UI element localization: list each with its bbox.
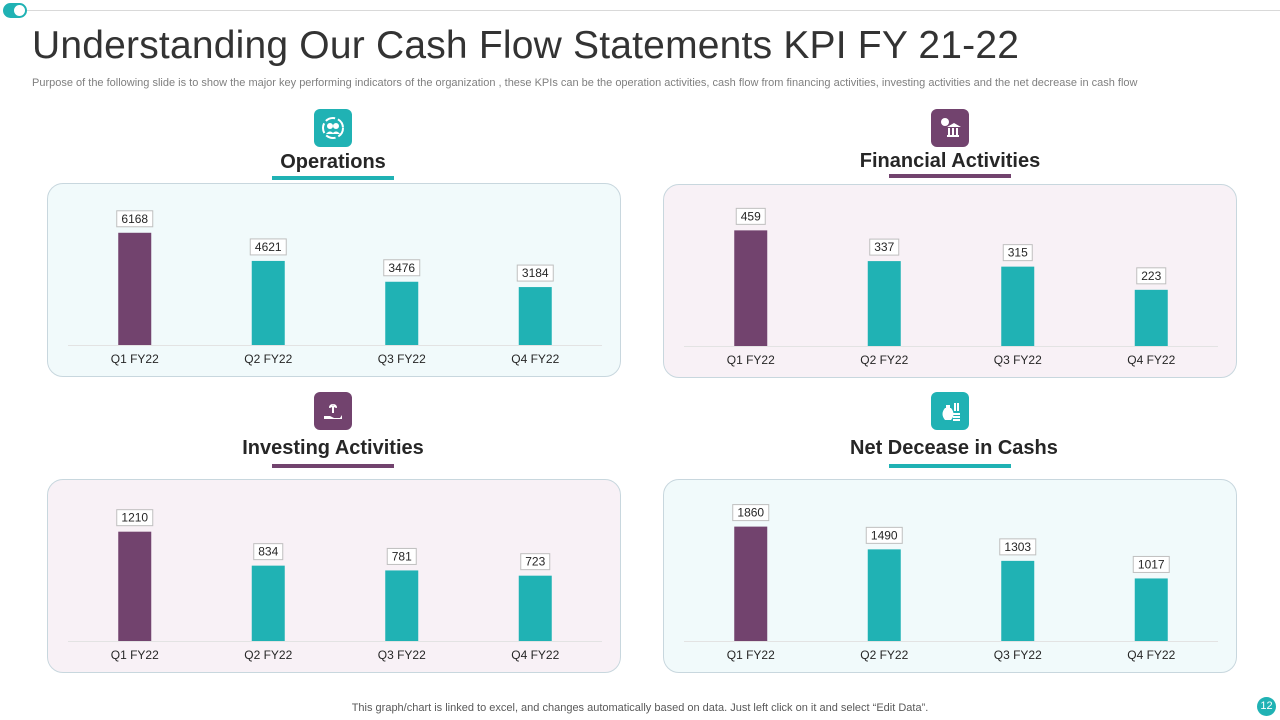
bar-q4-fy22: [1134, 289, 1168, 346]
category-label: Q4 FY22: [511, 648, 559, 662]
data-label: 223: [1141, 269, 1161, 283]
investing-activities-title: Investing Activities: [242, 437, 424, 459]
data-label-box: [869, 238, 900, 256]
data-label-box: [383, 259, 421, 277]
category-label: Q1 FY22: [727, 648, 775, 662]
data-label: 834: [258, 545, 278, 559]
data-label-box: [116, 210, 154, 228]
category-label: Q4 FY22: [1127, 353, 1175, 367]
category-label: Q1 FY22: [111, 352, 159, 366]
investing-activities-title-rule: [272, 464, 394, 468]
data-label-box: [386, 547, 417, 565]
data-label-box: [735, 207, 766, 225]
data-label: 1860: [737, 506, 764, 520]
category-label: Q2 FY22: [860, 648, 908, 662]
financial-activities-chart-panel: 459 Q1 FY22 337 Q2 FY22 315 Q3 FY22 223 Q4 FY22: [663, 184, 1237, 378]
data-label: 3476: [388, 261, 415, 275]
data-label: 1017: [1138, 557, 1165, 571]
category-label: Q4 FY22: [511, 352, 559, 366]
page-subtitle: Purpose of the following slide is to sho…: [32, 77, 1138, 89]
data-label-box: [116, 509, 154, 527]
investing-activities-chart: 1210 Q1 FY22 834 Q2 FY22 781 Q3 FY22 723 Q4 FY2…: [68, 509, 602, 662]
net-decrease-title: Net Decease in Cashs: [850, 437, 1058, 459]
page-number-badge: 12: [1257, 697, 1276, 716]
operations-chart-panel: 6168 Q1 FY22 4621 Q2 FY22 3476 Q3 FY22 3184 Q4 …: [47, 183, 621, 377]
hand-plant-dollar-icon: [314, 392, 352, 430]
data-label-box: [1136, 267, 1167, 285]
data-label: 1210: [121, 511, 148, 525]
money-bag-coins-icon: [931, 392, 969, 430]
bar-q2-fy22: [867, 549, 901, 641]
data-label: 459: [741, 209, 761, 223]
financial-activities-chart: 459 Q1 FY22 337 Q2 FY22 315 Q3 FY22 223 Q4 FY22: [684, 207, 1218, 367]
category-label: Q3 FY22: [994, 353, 1042, 367]
bar-q3-fy22: [385, 281, 419, 345]
investing-activities-chart-panel: 1210 Q1 FY22 834 Q2 FY22 781 Q3 FY22 723 Q4 FY2…: [47, 479, 621, 673]
category-label: Q3 FY22: [378, 648, 426, 662]
operations-title-rule: [272, 176, 394, 180]
top-divider: [22, 10, 1280, 11]
data-label: 781: [392, 549, 412, 563]
bar-q3-fy22: [1001, 266, 1035, 346]
data-label-box: [732, 504, 770, 522]
data-label: 315: [1008, 246, 1028, 260]
footer-note: This graph/chart is linked to excel, and…: [351, 702, 929, 714]
category-label: Q2 FY22: [244, 352, 292, 366]
net-decrease-title-rule: [889, 464, 1011, 468]
data-label: 1303: [1004, 540, 1031, 554]
category-label: Q3 FY22: [378, 352, 426, 366]
bar-q2-fy22: [251, 565, 285, 641]
data-label-box: [516, 264, 554, 282]
data-label-box: [253, 543, 284, 561]
bar-q3-fy22: [385, 570, 419, 641]
bar-q2-fy22: [251, 260, 285, 345]
data-label: 337: [874, 240, 894, 254]
category-label: Q4 FY22: [1127, 648, 1175, 662]
data-label: 723: [525, 555, 545, 569]
data-label: 4621: [255, 240, 282, 254]
category-label: Q1 FY22: [727, 353, 775, 367]
bar-q1-fy22: [734, 526, 768, 641]
data-label-box: [1132, 555, 1170, 573]
category-label: Q3 FY22: [994, 648, 1042, 662]
data-label-box: [520, 553, 551, 571]
toggle-icon: [3, 3, 27, 18]
page-title: Understanding Our Cash Flow Statements K…: [32, 24, 1020, 67]
bar-q2-fy22: [867, 261, 901, 346]
financial-activities-title-rule: [889, 174, 1011, 178]
money-bag-bank-icon: [931, 109, 969, 147]
data-label: 1490: [871, 528, 898, 542]
category-label: Q2 FY22: [860, 353, 908, 367]
data-label-box: [865, 526, 903, 544]
category-label: Q2 FY22: [244, 648, 292, 662]
financial-activities-title: Financial Activities: [859, 150, 1041, 172]
operations-title: Operations: [280, 151, 386, 173]
operations-chart: 6168 Q1 FY22 4621 Q2 FY22 3476 Q3 FY22 3184 Q4 …: [68, 210, 602, 366]
bar-q1-fy22: [118, 531, 152, 641]
bar-q3-fy22: [1001, 560, 1035, 641]
data-label: 6168: [121, 212, 148, 226]
team-gears-icon: [314, 109, 352, 147]
bar-q1-fy22: [734, 230, 768, 346]
bar-q4-fy22: [518, 575, 552, 641]
bar-q4-fy22: [518, 287, 552, 345]
data-label: 3184: [522, 266, 549, 280]
data-label-box: [1002, 244, 1033, 262]
data-label-box: [999, 538, 1037, 556]
bar-q1-fy22: [118, 232, 152, 345]
data-label-box: [249, 238, 287, 256]
category-label: Q1 FY22: [111, 648, 159, 662]
net-decrease-chart: 1860 Q1 FY22 1490 Q2 FY22 1303 Q3 FY22 1017 Q4 …: [684, 504, 1218, 662]
bar-q4-fy22: [1134, 578, 1168, 641]
net-decrease-chart-panel: 1860 Q1 FY22 1490 Q2 FY22 1303 Q3 FY22 1017 Q4 …: [663, 479, 1237, 673]
